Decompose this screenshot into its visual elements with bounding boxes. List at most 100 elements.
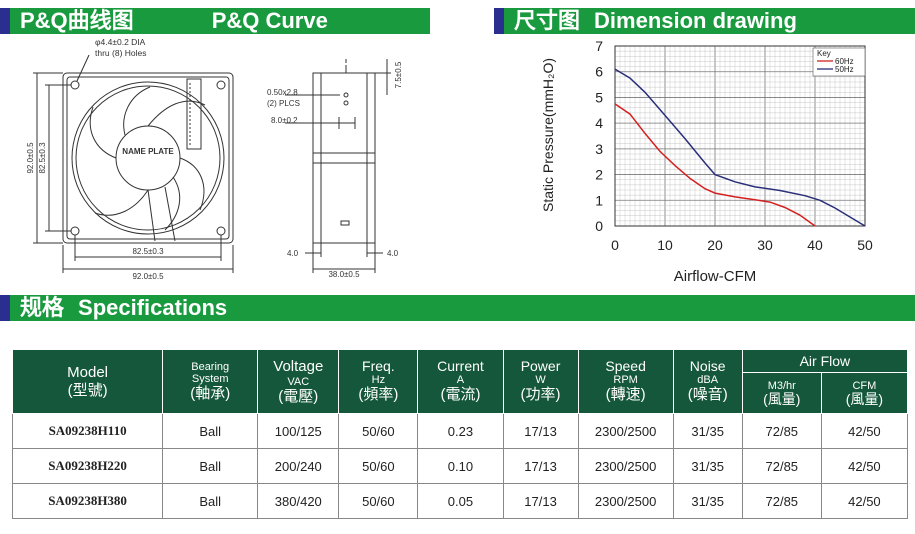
- spec-cell: Ball: [162, 483, 259, 519]
- header-voltage: Voltage VAC (電壓): [257, 349, 340, 414]
- header-model: Model (型號): [11, 349, 164, 414]
- y-axis-label: Static Pressure(mmH₂O): [540, 58, 556, 212]
- pq-curve-title-en: P&Q Curve: [211, 8, 328, 33]
- banner-marker: [494, 8, 504, 34]
- fan-side-outline: [312, 72, 376, 244]
- chart-grid: [614, 45, 866, 227]
- table-row: SA09238H110 Ball 100/125 50/60 0.23 17/13 2300…: [11, 413, 909, 449]
- hole-note-line2: thru (8) Holes: [95, 48, 147, 58]
- spec-cell: 17/13: [502, 483, 579, 519]
- terminal-spacing-label: 8.0±0.2: [271, 116, 298, 125]
- y-tick-label: 0: [595, 218, 603, 234]
- spec-cell: 0.10: [417, 448, 504, 484]
- x-tick-label: 50: [857, 237, 873, 253]
- dim-4-left: 4.0: [287, 249, 299, 258]
- terminal-size-label: 0.50x2.8: [267, 88, 298, 97]
- dim-75-label: 7.5±0.5: [394, 61, 403, 88]
- dim-825-vertical: 82.5±0.3: [38, 142, 47, 174]
- spec-cell: 42/50: [820, 448, 909, 484]
- spec-cell: 17/13: [502, 448, 579, 484]
- header-airflow-cfm: CFM (風量): [820, 372, 909, 414]
- fan-hub: [115, 125, 181, 191]
- spec-cell: 50/60: [338, 413, 419, 449]
- terminal-count-label: (2) PLCS: [267, 99, 300, 108]
- header-current: Current A (電流): [417, 349, 504, 414]
- x-tick-labels: 0 10 20 30 40 50: [611, 237, 873, 253]
- spec-cell: 200/240: [257, 448, 340, 484]
- banner-marker: [0, 8, 10, 34]
- header-bearing: Bearing System (軸承): [162, 349, 259, 414]
- spec-cell: 2300/2500: [577, 413, 674, 449]
- pq-curve-banner: P&Q曲线图 P&Q Curve: [0, 8, 430, 34]
- fan-frame-outline: [62, 72, 234, 244]
- specifications-body: SA09238H110 Ball 100/125 50/60 0.23 17/13 2300…: [11, 413, 909, 519]
- table-row: SA09238H380 Ball 380/420 50/60 0.05 17/13 2300…: [11, 483, 909, 519]
- specifications-title-en: Specifications: [78, 295, 228, 320]
- pq-curve-title-cn: P&Q曲线图: [20, 8, 134, 33]
- header-power: Power W (功率): [502, 349, 579, 414]
- spec-cell: 100/125: [257, 413, 340, 449]
- y-tick-label: 5: [595, 89, 603, 105]
- dim-825-horizontal: 82.5±0.3: [132, 247, 164, 256]
- y-tick-label: 4: [595, 115, 603, 131]
- pq-curve-chart: 0 1 2 3 4 5 6 7 0 10 20 30 40 50 Airflow-CFM Static …: [540, 38, 873, 285]
- legend-entry: 60Hz: [835, 57, 854, 66]
- spec-cell: 31/35: [672, 413, 743, 449]
- spec-cell: 42/50: [820, 483, 909, 519]
- model-cell: SA09238H220: [11, 448, 164, 484]
- legend-box: [812, 47, 866, 77]
- legend-title: Key: [817, 49, 831, 58]
- legend-entry: 50Hz: [835, 65, 854, 74]
- header-airflow-m3hr: M3/hr (風量): [741, 372, 822, 414]
- model-cell: SA09238H380: [11, 483, 164, 519]
- dimension-title-en: Dimension drawing: [594, 8, 797, 33]
- specifications-banner: 规格 Specifications: [0, 295, 915, 321]
- x-axis-label: Airflow-CFM: [674, 268, 757, 285]
- spec-cell: 17/13: [502, 413, 579, 449]
- dimension-drawing: NAME PLATE φ4.4±0.2 DIA thru (8) Holes 9…: [26, 37, 403, 281]
- header-noise: Noise dBA (噪音): [672, 349, 743, 414]
- banner-marker: [0, 295, 10, 321]
- plot-frame: [614, 45, 866, 227]
- spec-cell: Ball: [162, 413, 259, 449]
- spec-cell: 2300/2500: [577, 483, 674, 519]
- dim-92-vertical: 92.0±0.5: [26, 142, 35, 174]
- spec-cell: 0.05: [417, 483, 504, 519]
- x-tick-label: 10: [657, 237, 673, 253]
- spec-cell: 72/85: [741, 483, 822, 519]
- fan-opening: [71, 81, 225, 235]
- dim-4-right: 4.0: [387, 249, 399, 258]
- x-tick-label: 30: [757, 237, 773, 253]
- series-line-60Hz: [614, 103, 816, 227]
- spec-cell: 72/85: [741, 413, 822, 449]
- spec-cell: 42/50: [820, 413, 909, 449]
- name-plate-label: NAME PLATE: [122, 147, 174, 156]
- y-tick-labels: 0 1 2 3 4 5 6 7: [595, 38, 603, 234]
- table-row: SA09238H220 Ball 200/240 50/60 0.10 17/13 2300…: [11, 448, 909, 484]
- x-tick-label: 40: [807, 237, 823, 253]
- spec-cell: 380/420: [257, 483, 340, 519]
- y-tick-label: 6: [595, 64, 603, 80]
- spec-cell: Ball: [162, 448, 259, 484]
- spec-cell: 0.23: [417, 413, 504, 449]
- spec-cell: 31/35: [672, 448, 743, 484]
- y-tick-label: 3: [595, 141, 603, 157]
- specifications-table: Model (型號) Bearing System (軸承) Voltage VAC (電…: [11, 349, 909, 519]
- dim-92-horizontal: 92.0±0.5: [132, 272, 164, 281]
- x-tick-label: 20: [707, 237, 723, 253]
- y-tick-label: 1: [595, 192, 603, 208]
- header-speed: Speed RPM (轉速): [577, 349, 674, 414]
- y-tick-label: 7: [595, 38, 603, 54]
- y-tick-label: 2: [595, 167, 603, 183]
- dimension-banner: 尺寸图 Dimension drawing: [494, 8, 915, 34]
- hole-note-line1: φ4.4±0.2 DIA: [95, 37, 146, 47]
- spec-cell: 50/60: [338, 483, 419, 519]
- spec-cell: 2300/2500: [577, 448, 674, 484]
- spec-cell: 72/85: [741, 448, 822, 484]
- specifications-title-cn: 规格: [20, 295, 65, 320]
- series-line-50Hz: [614, 68, 866, 227]
- model-cell: SA09238H110: [11, 413, 164, 449]
- header-frequency: Freq. Hz (頻率): [338, 349, 419, 414]
- x-tick-label: 0: [611, 237, 619, 253]
